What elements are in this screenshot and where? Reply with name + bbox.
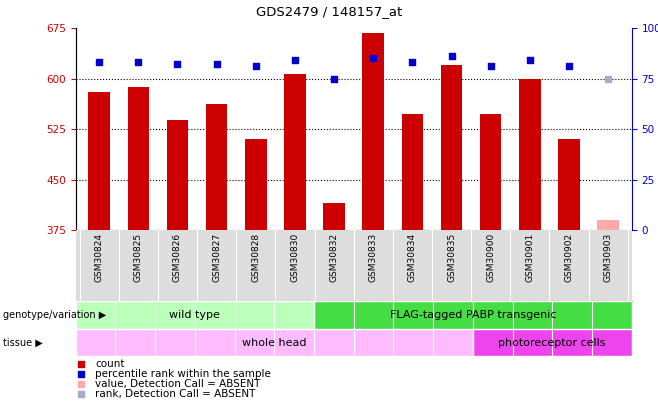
- Text: GSM30902: GSM30902: [565, 232, 574, 282]
- Text: value, Detection Call = ABSENT: value, Detection Call = ABSENT: [95, 379, 261, 389]
- Bar: [401, 114, 423, 230]
- Text: percentile rank within the sample: percentile rank within the sample: [95, 369, 271, 379]
- Point: [399, 43, 409, 50]
- Point: [399, 132, 409, 139]
- Point: [446, 53, 457, 60]
- Point: [407, 59, 418, 66]
- Bar: [245, 139, 266, 230]
- Text: GSM30824: GSM30824: [95, 232, 104, 281]
- Point: [564, 63, 574, 70]
- Bar: [76, 329, 473, 356]
- Text: GSM30828: GSM30828: [251, 232, 261, 282]
- Text: GSM30900: GSM30900: [486, 232, 495, 282]
- Text: GDS2479 / 148157_at: GDS2479 / 148157_at: [256, 5, 402, 18]
- Text: whole head: whole head: [242, 338, 307, 347]
- Text: GSM30826: GSM30826: [173, 232, 182, 282]
- Point: [290, 57, 300, 64]
- Text: GSM30833: GSM30833: [368, 232, 378, 282]
- Bar: [128, 87, 149, 230]
- Point: [399, 222, 409, 228]
- Text: FLAG-tagged PABP transgenic: FLAG-tagged PABP transgenic: [390, 310, 556, 320]
- Text: photoreceptor cells: photoreceptor cells: [499, 338, 606, 347]
- Text: GSM30832: GSM30832: [330, 232, 339, 282]
- Point: [211, 61, 222, 68]
- Text: GSM30825: GSM30825: [134, 232, 143, 282]
- Point: [329, 75, 340, 82]
- Bar: [76, 301, 314, 329]
- Text: wild type: wild type: [169, 310, 220, 320]
- Bar: [363, 33, 384, 230]
- Text: genotype/variation ▶: genotype/variation ▶: [3, 310, 107, 320]
- Bar: [473, 329, 632, 356]
- Point: [251, 63, 261, 70]
- Point: [603, 75, 613, 82]
- Bar: [441, 65, 463, 230]
- Point: [524, 57, 535, 64]
- Text: GSM30830: GSM30830: [290, 232, 299, 282]
- Text: GSM30835: GSM30835: [447, 232, 456, 282]
- Bar: [323, 203, 345, 230]
- Bar: [206, 104, 228, 230]
- Text: GSM30827: GSM30827: [212, 232, 221, 282]
- Text: count: count: [95, 359, 124, 369]
- Text: tissue ▶: tissue ▶: [3, 338, 43, 347]
- Bar: [480, 114, 501, 230]
- Point: [94, 59, 105, 66]
- Bar: [597, 220, 619, 230]
- Bar: [558, 139, 580, 230]
- Text: GSM30901: GSM30901: [525, 232, 534, 282]
- Text: GSM30834: GSM30834: [408, 232, 417, 282]
- Point: [172, 61, 183, 68]
- Bar: [166, 120, 188, 230]
- Text: GSM30903: GSM30903: [603, 232, 613, 282]
- Point: [486, 63, 496, 70]
- Point: [368, 55, 378, 62]
- Bar: [88, 92, 110, 230]
- Bar: [519, 79, 541, 230]
- Text: rank, Detection Call = ABSENT: rank, Detection Call = ABSENT: [95, 389, 255, 399]
- Point: [399, 311, 409, 317]
- Bar: [314, 301, 632, 329]
- Bar: [284, 74, 306, 230]
- Point: [133, 59, 143, 66]
